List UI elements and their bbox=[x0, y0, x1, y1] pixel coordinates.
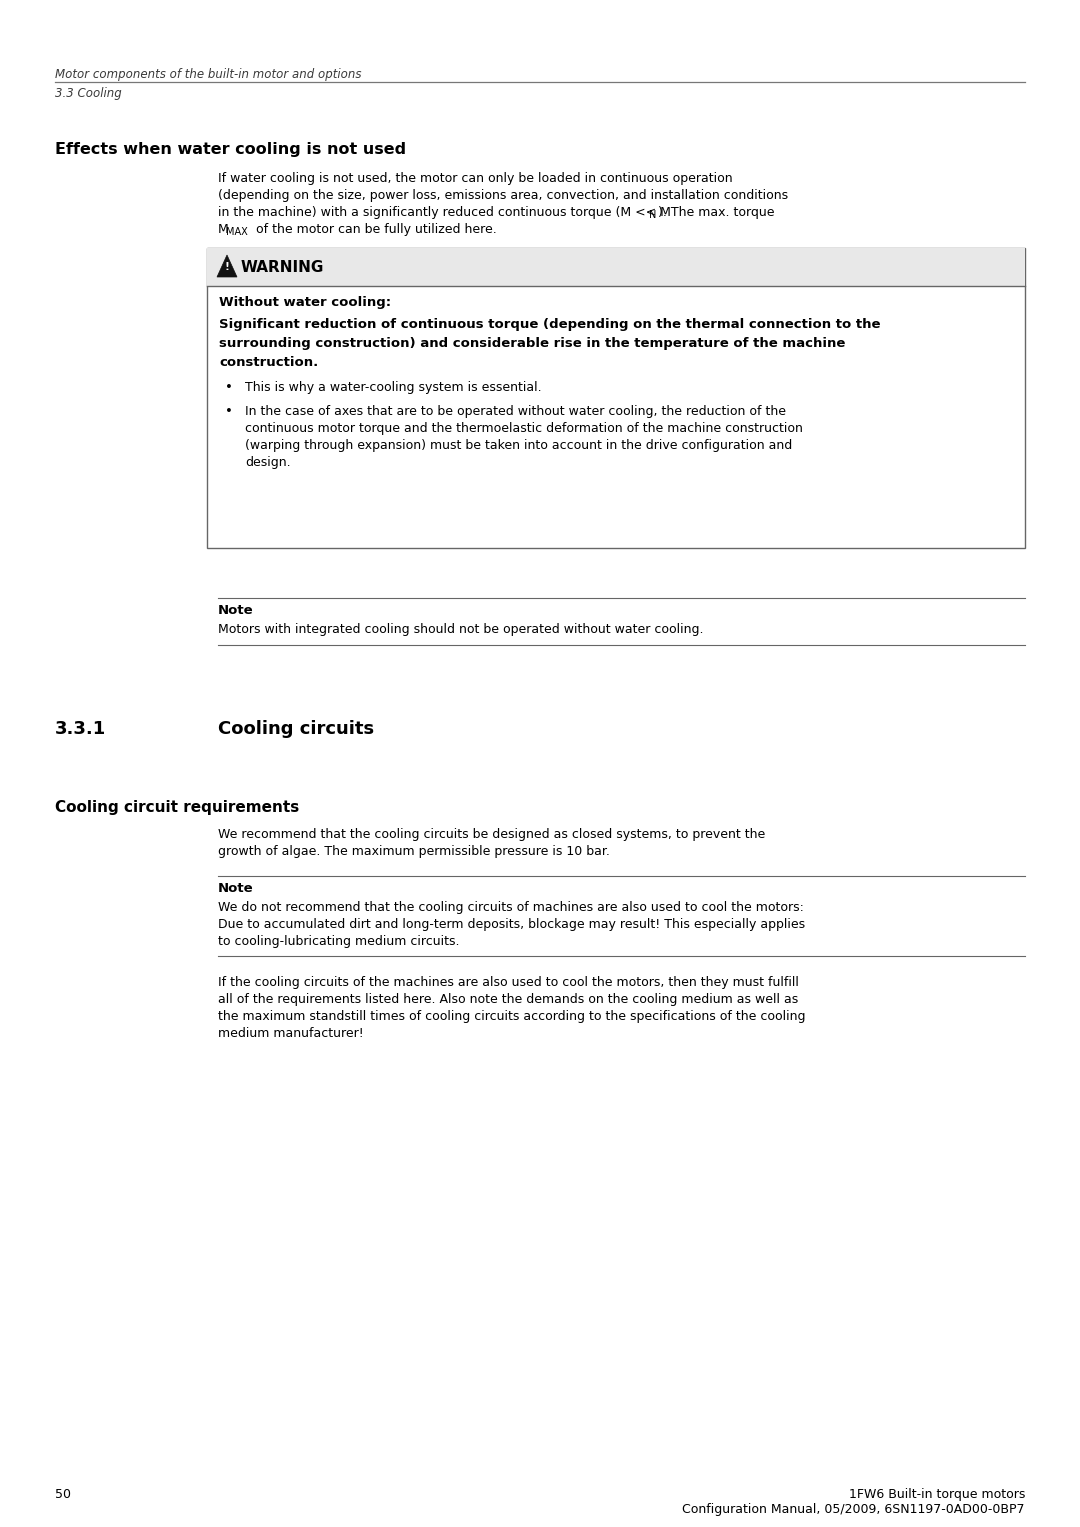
Text: to cooling-lubricating medium circuits.: to cooling-lubricating medium circuits. bbox=[218, 935, 459, 948]
Text: In the case of axes that are to be operated without water cooling, the reduction: In the case of axes that are to be opera… bbox=[245, 405, 786, 418]
Polygon shape bbox=[217, 255, 237, 276]
Text: If water cooling is not used, the motor can only be loaded in continuous operati: If water cooling is not used, the motor … bbox=[218, 173, 732, 185]
Text: Effects when water cooling is not used: Effects when water cooling is not used bbox=[55, 142, 406, 157]
Text: 1FW6 Built-in torque motors: 1FW6 Built-in torque motors bbox=[849, 1487, 1025, 1501]
Text: Configuration Manual, 05/2009, 6SN1197-0AD00-0BP7: Configuration Manual, 05/2009, 6SN1197-0… bbox=[683, 1503, 1025, 1516]
Text: N: N bbox=[649, 211, 657, 220]
Text: (warping through expansion) must be taken into account in the drive configuratio: (warping through expansion) must be take… bbox=[245, 438, 793, 452]
Text: Without water cooling:: Without water cooling: bbox=[219, 296, 391, 308]
Text: We do not recommend that the cooling circuits of machines are also used to cool : We do not recommend that the cooling cir… bbox=[218, 901, 804, 915]
Text: •: • bbox=[225, 382, 233, 394]
Text: Due to accumulated dirt and long-term deposits, blockage may result! This especi: Due to accumulated dirt and long-term de… bbox=[218, 918, 805, 931]
Text: Motor components of the built-in motor and options: Motor components of the built-in motor a… bbox=[55, 69, 362, 81]
Text: 3.3.1: 3.3.1 bbox=[55, 721, 106, 738]
Bar bbox=[207, 247, 1025, 548]
Text: continuous motor torque and the thermoelastic deformation of the machine constru: continuous motor torque and the thermoel… bbox=[245, 421, 802, 435]
Text: construction.: construction. bbox=[219, 356, 319, 370]
Text: We recommend that the cooling circuits be designed as closed systems, to prevent: We recommend that the cooling circuits b… bbox=[218, 828, 766, 841]
Text: 50: 50 bbox=[55, 1487, 71, 1501]
Text: WARNING: WARNING bbox=[241, 261, 324, 275]
Text: the maximum standstill times of cooling circuits according to the specifications: the maximum standstill times of cooling … bbox=[218, 1009, 806, 1023]
Text: This is why a water-cooling system is essential.: This is why a water-cooling system is es… bbox=[245, 382, 542, 394]
Text: Note: Note bbox=[218, 883, 254, 895]
Text: MAX: MAX bbox=[226, 228, 247, 237]
Text: M: M bbox=[218, 223, 229, 237]
Text: Motors with integrated cooling should not be operated without water cooling.: Motors with integrated cooling should no… bbox=[218, 623, 703, 637]
Text: Cooling circuit requirements: Cooling circuit requirements bbox=[55, 800, 299, 815]
Text: surrounding construction) and considerable rise in the temperature of the machin: surrounding construction) and considerab… bbox=[219, 337, 846, 350]
Text: growth of algae. The maximum permissible pressure is 10 bar.: growth of algae. The maximum permissible… bbox=[218, 844, 610, 858]
Text: Cooling circuits: Cooling circuits bbox=[218, 721, 374, 738]
Text: If the cooling circuits of the machines are also used to cool the motors, then t: If the cooling circuits of the machines … bbox=[218, 976, 799, 989]
Text: ). The max. torque: ). The max. torque bbox=[658, 206, 774, 218]
Bar bbox=[207, 247, 1025, 286]
Text: Significant reduction of continuous torque (depending on the thermal connection : Significant reduction of continuous torq… bbox=[219, 318, 880, 331]
Text: all of the requirements listed here. Also note the demands on the cooling medium: all of the requirements listed here. Als… bbox=[218, 993, 798, 1006]
Text: of the motor can be fully utilized here.: of the motor can be fully utilized here. bbox=[252, 223, 497, 237]
Text: Note: Note bbox=[218, 605, 254, 617]
Text: 3.3 Cooling: 3.3 Cooling bbox=[55, 87, 122, 99]
Text: (depending on the size, power loss, emissions area, convection, and installation: (depending on the size, power loss, emis… bbox=[218, 189, 788, 202]
Text: medium manufacturer!: medium manufacturer! bbox=[218, 1028, 364, 1040]
Text: design.: design. bbox=[245, 457, 291, 469]
Text: in the machine) with a significantly reduced continuous torque (M << M: in the machine) with a significantly red… bbox=[218, 206, 671, 218]
Text: !: ! bbox=[225, 263, 229, 272]
Text: •: • bbox=[225, 405, 233, 418]
